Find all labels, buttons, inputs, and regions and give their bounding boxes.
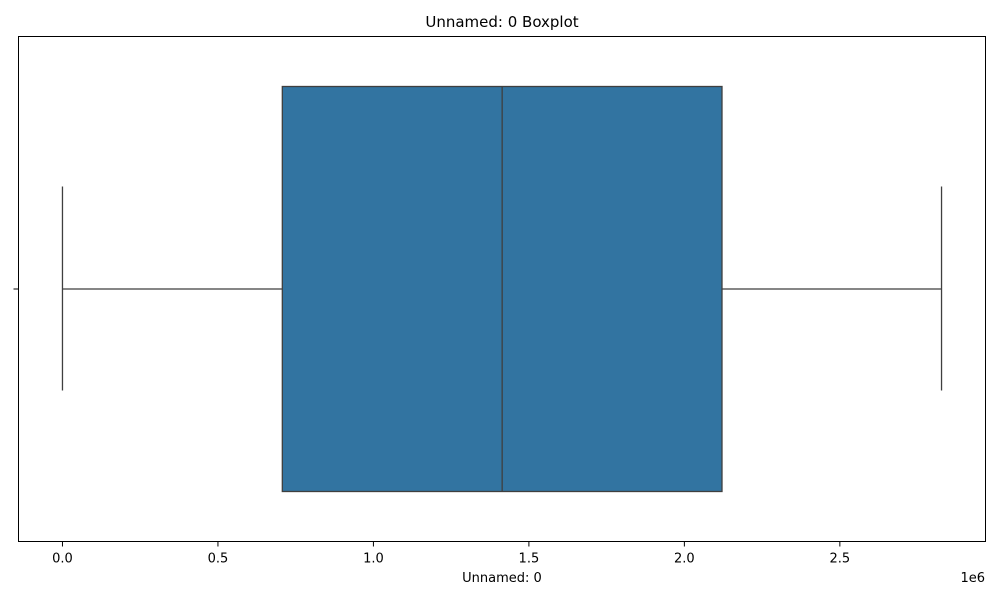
chart-title: Unnamed: 0 Boxplot [425, 13, 578, 31]
x-tick-label: 1.0 [363, 552, 384, 567]
x-axis-ticks: 0.0 0.5 1.0 1.5 2.0 2.5 [52, 541, 851, 567]
box-layer [61, 85, 943, 493]
x-tick-label: 2.0 [674, 552, 695, 567]
x-tick-label: 0.0 [52, 552, 73, 567]
x-tick-label: 1.5 [519, 552, 540, 567]
x-tick-label: 2.5 [830, 552, 851, 567]
x-axis-label: Unnamed: 0 [462, 571, 542, 586]
x-axis-scale-label: 1e6 [960, 571, 985, 586]
x-tick-label: 0.5 [208, 552, 229, 567]
